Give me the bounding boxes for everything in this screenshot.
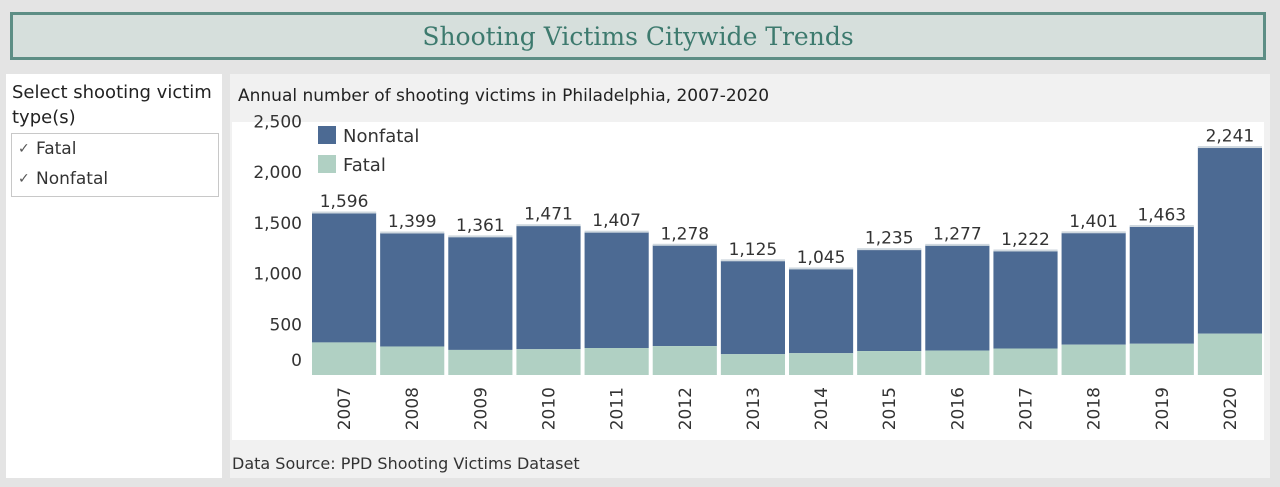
bar-fatal [312,342,377,375]
bar-top-edge [312,211,377,214]
legend-swatch [318,155,336,173]
checkmark-icon: ✓ [18,141,30,157]
legend-label: Nonfatal [343,126,419,147]
bar-fatal [584,348,649,375]
bar-total-label: 1,045 [797,248,846,268]
bar-top-edge [516,224,581,227]
chart-panel: Annual number of shooting victims in Phi… [230,74,1270,478]
x-tick-label: 2015 [880,387,900,430]
bar-total-label: 1,463 [1137,206,1186,226]
bar-fatal [652,346,717,375]
bar-total-label: 1,278 [660,224,709,244]
legend-swatch [318,126,336,144]
x-tick-label: 2012 [676,387,696,430]
bar-total-label: 1,596 [320,192,369,212]
bar-nonfatal [652,245,717,347]
bar-top-edge [380,231,445,234]
x-tick-label: 2016 [948,387,968,430]
bar-top-edge [720,259,785,262]
bar-nonfatal [448,236,513,350]
x-tick-label: 2018 [1085,387,1105,430]
y-tick-label: 1,500 [253,214,302,234]
bar-top-edge [1061,231,1126,234]
x-tick-label: 2009 [471,387,491,430]
bar-top-edge [857,248,922,251]
bar-nonfatal [720,260,785,355]
bar-nonfatal [516,225,581,350]
x-tick-label: 2017 [1017,387,1037,430]
bar-fatal [720,354,785,375]
y-tick-label: 1,000 [253,265,302,285]
bar-top-edge [789,267,854,270]
dashboard-title: Shooting Victims Citywide Trends [422,21,854,51]
victim-type-filter-panel: Select shooting victim type(s) ✓ Fatal ✓… [6,74,222,478]
bar-fatal [1197,333,1262,375]
bar-nonfatal [312,213,377,343]
bar-fatal [516,349,581,375]
bar-nonfatal [584,232,649,349]
bar-fatal [1061,344,1126,375]
y-tick-label: 2,500 [253,112,302,132]
x-tick-label: 2008 [403,387,423,430]
bar-total-label: 1,277 [933,224,982,244]
filter-option-nonfatal[interactable]: ✓ Nonfatal [12,164,218,194]
bar-total-label: 1,407 [592,211,641,231]
bar-top-edge [652,243,717,246]
bar-total-label: 1,125 [729,240,778,260]
bar-fatal [1129,343,1194,375]
bar-nonfatal [380,233,445,347]
x-tick-label: 2007 [335,387,355,430]
bar-nonfatal [925,245,990,351]
bar-top-edge [584,230,649,233]
y-tick-label: 2,000 [253,163,302,183]
filter-option-fatal[interactable]: ✓ Fatal [12,134,218,164]
x-tick-label: 2011 [608,387,628,430]
bar-total-label: 2,241 [1206,127,1255,147]
x-tick-label: 2014 [812,387,832,430]
bar-fatal [448,349,513,375]
filter-option-label: Nonfatal [36,169,109,189]
stacked-bar-chart: 0 500 1,000 1,500 2,000 2,500 1,596 2007 1,399 20… [232,112,1264,440]
filter-title: Select shooting victim type(s) [12,82,212,128]
checkmark-icon: ✓ [18,171,30,187]
bar-total-label: 1,471 [524,205,573,225]
y-tick-label: 0 [291,351,302,371]
bar-top-edge [925,243,990,246]
filter-option-label: Fatal [36,139,77,159]
bar-fatal [925,350,990,375]
bar-nonfatal [789,268,854,354]
legend-label: Fatal [343,155,386,176]
bar-nonfatal [1129,226,1194,344]
y-tick-label: 500 [270,315,302,335]
bar-top-edge [1197,146,1262,149]
bar-total-label: 1,401 [1069,212,1118,232]
bar-fatal [993,348,1058,375]
bar-top-edge [448,235,513,238]
bar-nonfatal [857,249,922,352]
bar-fatal [380,346,445,375]
bar-nonfatal [1197,147,1262,334]
victim-type-filter-list: ✓ Fatal ✓ Nonfatal [11,133,219,197]
bar-fatal [789,353,854,375]
bar-nonfatal [993,250,1058,349]
bar-total-label: 1,361 [456,216,505,236]
bar-total-label: 1,235 [865,229,914,249]
dashboard-title-banner: Shooting Victims Citywide Trends [10,12,1266,60]
x-tick-label: 2013 [744,387,764,430]
chart-heading: Annual number of shooting victims in Phi… [238,86,770,106]
x-tick-label: 2019 [1153,387,1173,430]
bar-top-edge [993,249,1058,252]
bar-nonfatal [1061,232,1126,345]
x-tick-label: 2020 [1221,387,1241,430]
x-tick-label: 2010 [540,387,560,430]
data-source-note: Data Source: PPD Shooting Victims Datase… [232,454,580,473]
bar-fatal [857,351,922,375]
bar-total-label: 1,399 [388,212,437,232]
bar-total-label: 1,222 [1001,230,1050,250]
bar-top-edge [1129,225,1194,228]
